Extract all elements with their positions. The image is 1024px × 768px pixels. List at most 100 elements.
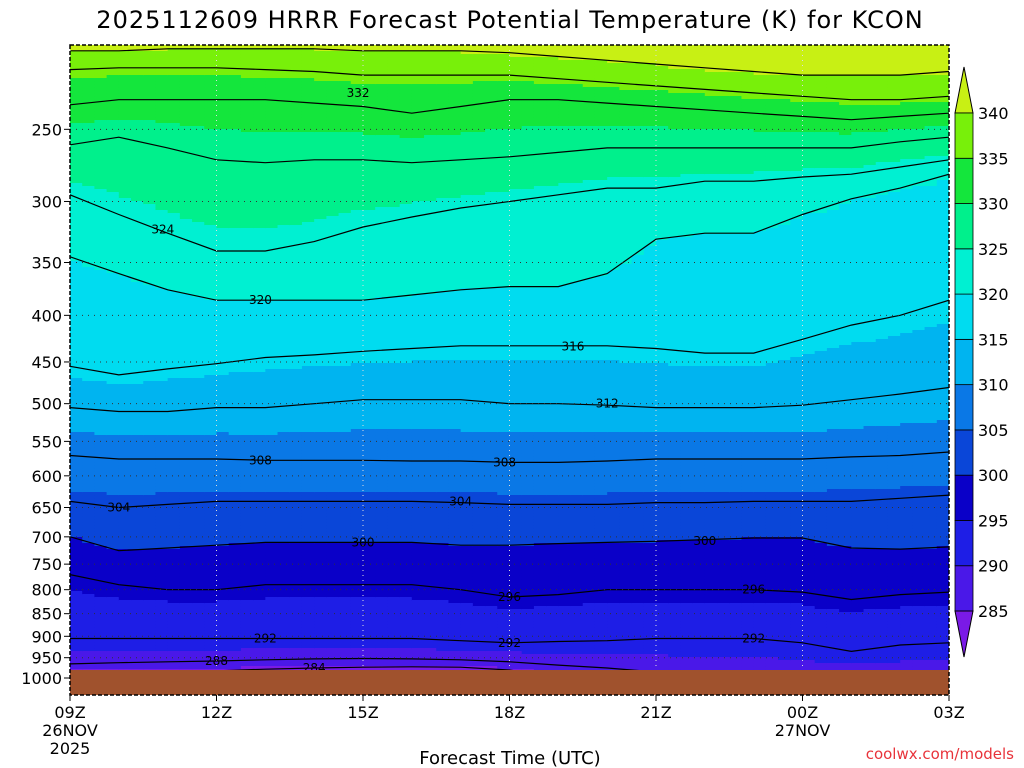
theta-cell [338,384,352,388]
theta-cell [94,387,108,391]
theta-cell [167,444,181,448]
theta-cell [326,510,340,514]
theta-cell [204,546,218,550]
theta-cell [277,342,291,346]
theta-cell [167,360,181,364]
theta-cell [228,267,242,271]
theta-cell [314,129,327,133]
theta-cell [204,108,218,112]
theta-cell [216,114,230,118]
theta-cell [228,624,242,628]
theta-cell [204,666,218,670]
theta-cell [192,549,205,553]
theta-cell [82,105,96,109]
theta-cell [118,651,132,655]
theta-cell [301,114,315,118]
theta-cell [277,219,291,223]
theta-cell [301,633,315,637]
theta-cell [70,429,83,433]
theta-cell [179,444,193,448]
theta-cell [277,222,291,226]
theta-cell [338,213,352,217]
theta-cell [131,216,144,220]
theta-cell [179,456,193,460]
theta-cell [118,378,132,382]
theta-cell [228,582,242,586]
theta-cell [106,345,120,349]
theta-cell [94,375,108,379]
theta-cell [277,330,291,334]
theta-cell [338,78,352,82]
theta-cell [314,480,327,484]
theta-cell [253,549,266,553]
theta-cell [240,627,254,631]
theta-cell [228,645,242,649]
theta-cell [326,552,340,556]
theta-cell [192,447,205,451]
theta-cell [326,384,340,388]
theta-cell [131,345,144,349]
theta-cell [326,504,340,508]
theta-cell [167,657,181,661]
theta-cell [131,138,144,142]
theta-cell [289,153,303,157]
theta-cell [289,453,303,457]
theta-cell [240,297,254,301]
theta-cell [289,360,303,364]
theta-cell [106,291,120,295]
theta-cell [155,207,169,211]
theta-cell [277,462,291,466]
theta-cell [143,99,157,103]
theta-cell [314,423,327,427]
theta-cell [167,279,181,283]
theta-cell [118,279,132,283]
theta-cell [82,477,96,481]
theta-cell [253,141,266,145]
theta-cell [216,426,230,430]
theta-cell [70,447,83,451]
theta-cell [118,348,132,352]
theta-cell [314,624,327,628]
theta-cell [228,402,242,406]
theta-cell [277,60,291,64]
theta-cell [143,168,157,172]
theta-cell [240,54,254,58]
theta-cell [265,432,279,436]
theta-cell [167,243,181,247]
theta-cell [106,615,120,619]
theta-cell [155,408,169,412]
theta-cell [204,114,218,118]
theta-cell [118,294,132,298]
theta-cell [228,183,242,187]
theta-cell [94,351,108,355]
theta-cell [228,342,242,346]
theta-cell [326,609,340,613]
theta-cell [82,312,96,316]
theta-cell [143,132,157,136]
theta-cell [240,654,254,658]
theta-cell [82,597,96,601]
theta-cell [70,603,83,607]
theta-cell [94,132,108,136]
theta-cell [228,216,242,220]
theta-cell [326,591,340,595]
theta-cell [338,312,352,316]
theta-cell [289,660,303,664]
theta-cell [228,441,242,445]
theta-cell [155,195,169,199]
theta-cell [118,618,132,622]
theta-cell [94,609,108,613]
theta-cell [277,489,291,493]
theta-cell [204,321,218,325]
theta-cell [204,54,218,58]
theta-cell [326,177,340,181]
theta-cell [155,621,169,625]
theta-cell [240,639,254,643]
theta-cell [82,204,96,208]
theta-cell [216,654,230,658]
theta-cell [216,498,230,502]
theta-cell [265,63,279,67]
theta-cell [326,189,340,193]
theta-cell [94,249,108,253]
theta-cell [131,276,144,280]
